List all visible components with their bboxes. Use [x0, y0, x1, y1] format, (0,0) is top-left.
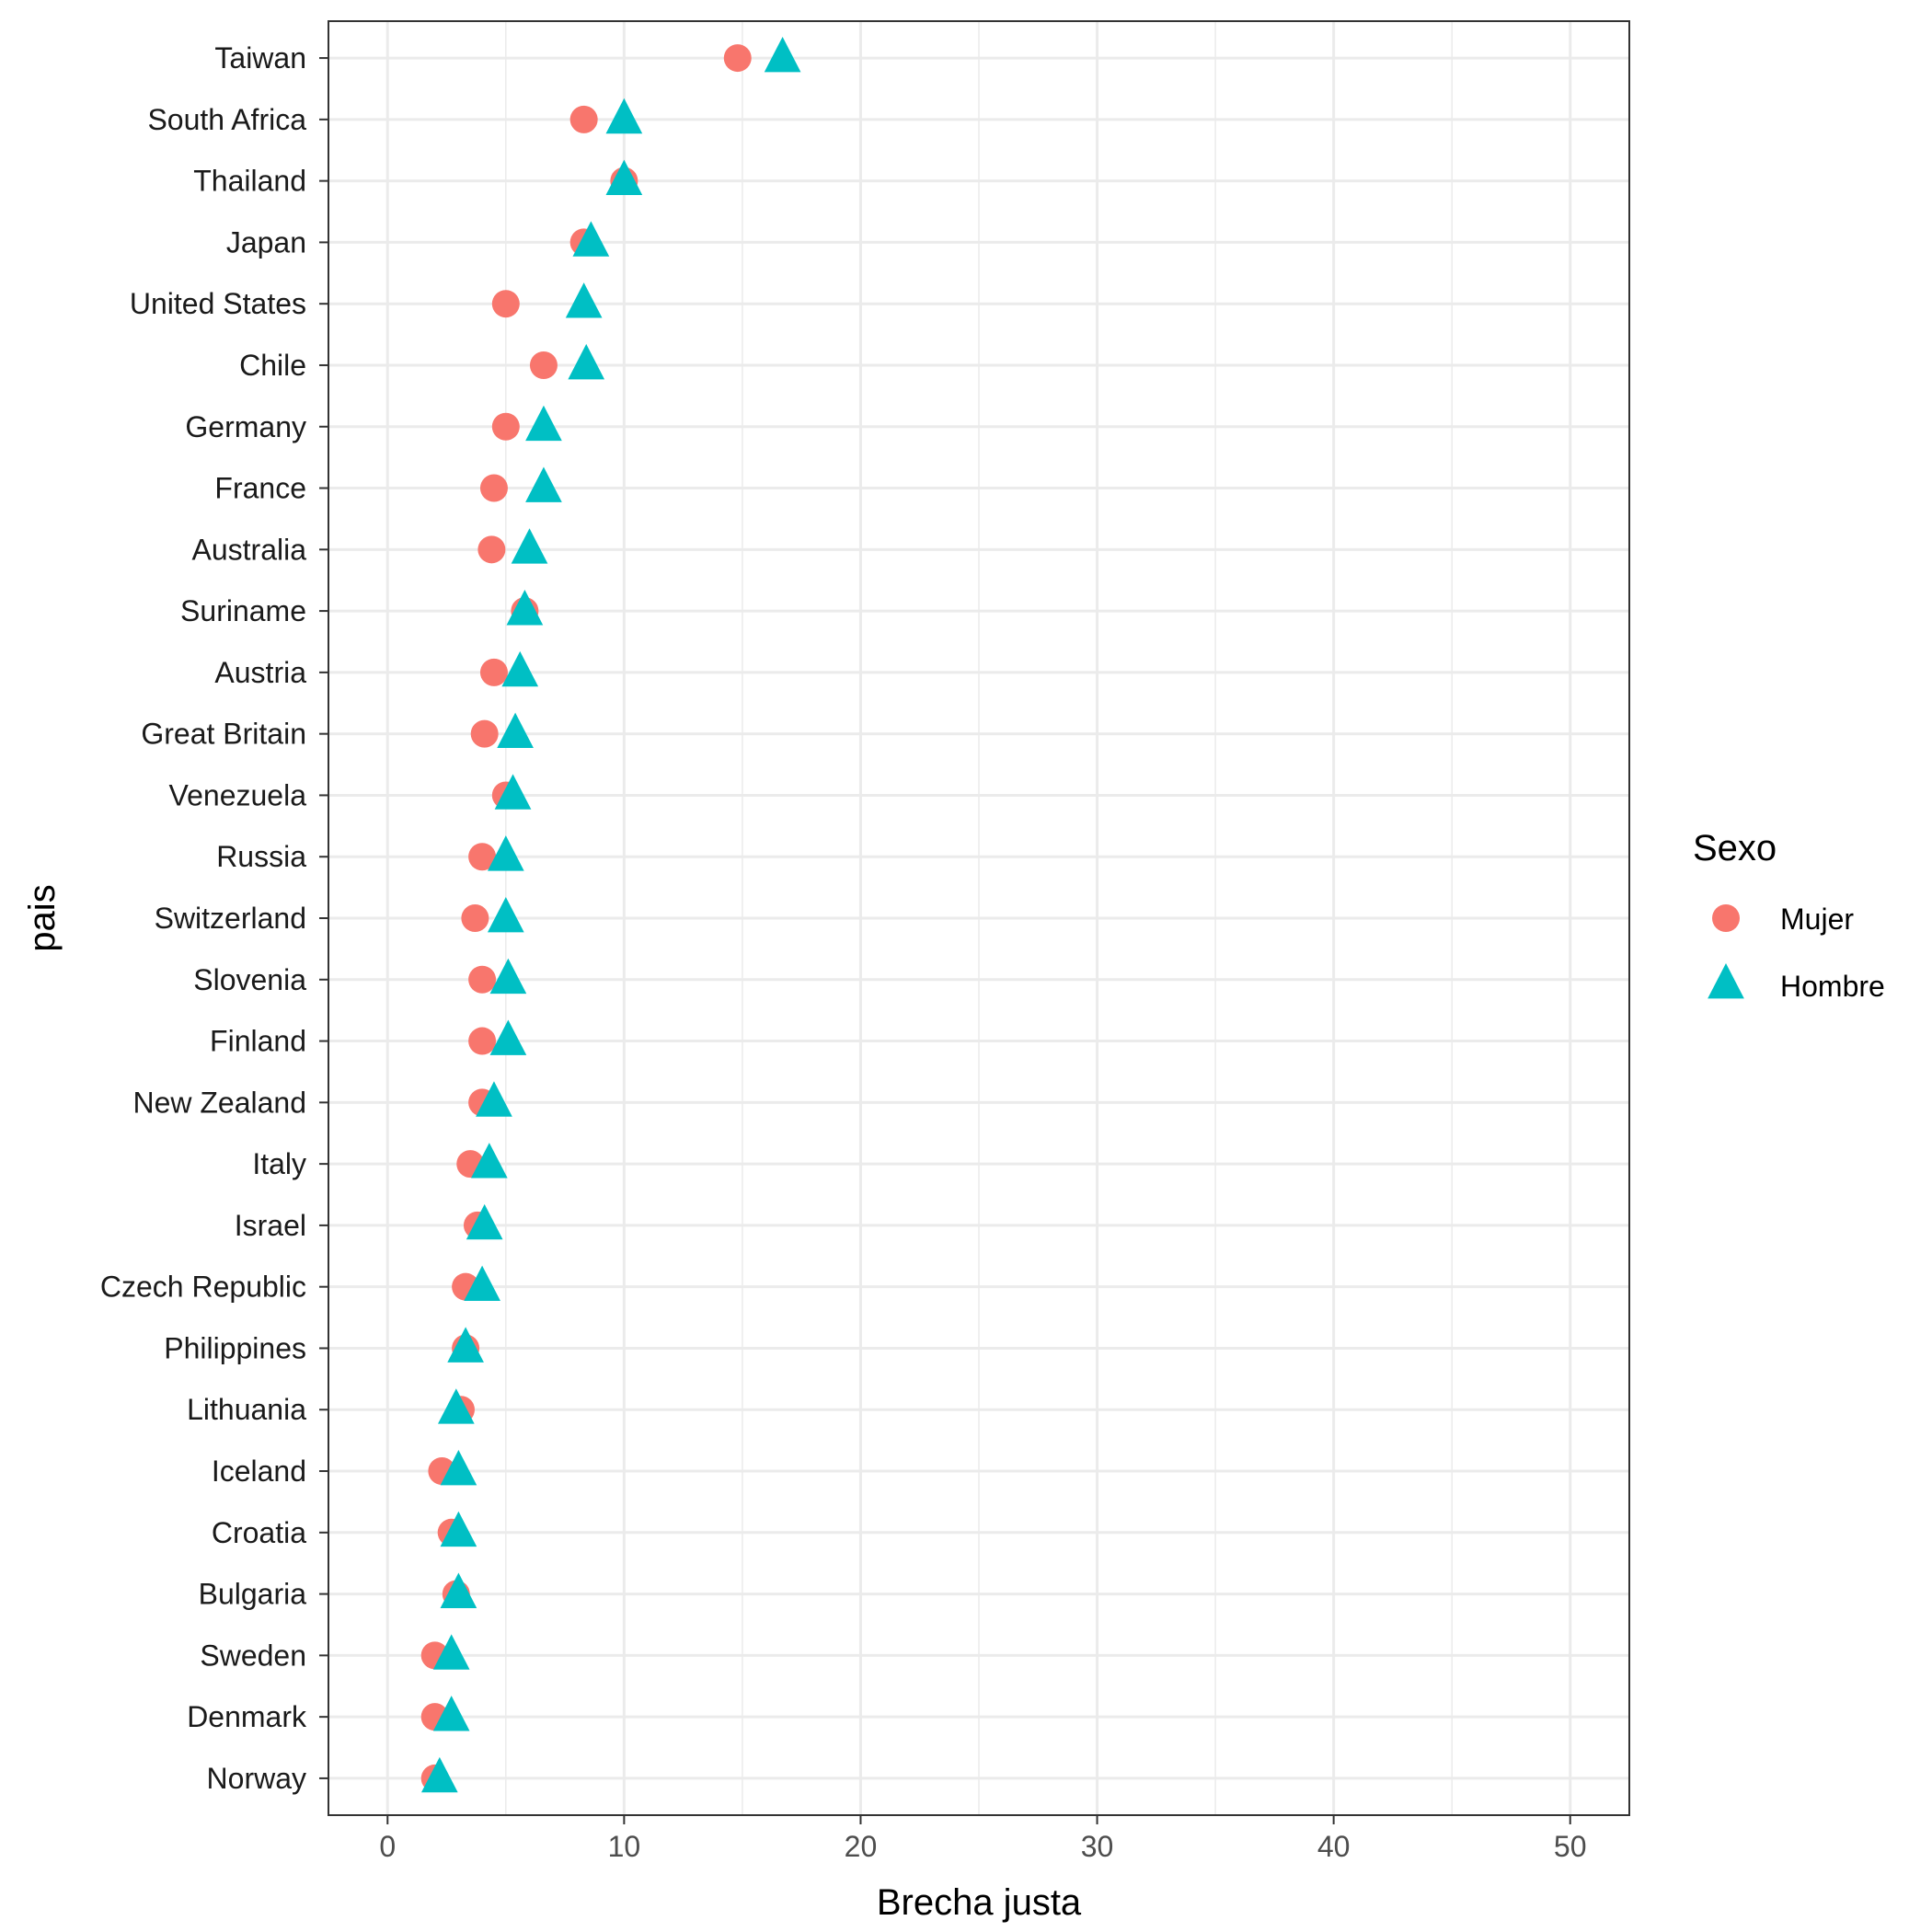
point-mujer — [479, 658, 508, 686]
y-tick-label: South Africa — [147, 103, 306, 136]
x-tick-label: 20 — [845, 1830, 878, 1863]
point-hombre — [447, 1327, 484, 1363]
y-tick-label: Japan — [226, 225, 306, 259]
x-axis: 0 10 20 30 40 50 — [379, 1815, 1587, 1863]
point-hombre — [420, 1756, 458, 1793]
x-axis-title: Brecha justa — [877, 1882, 1082, 1923]
point-mujer — [529, 351, 558, 379]
x-tick-label: 30 — [1081, 1830, 1114, 1863]
y-tick-label: Suriname — [180, 594, 306, 627]
point-hombre — [487, 896, 524, 933]
point-hombre — [466, 1203, 503, 1240]
point-hombre — [605, 98, 643, 134]
point-mujer — [479, 474, 508, 502]
legend-title: Sexo — [1693, 828, 1777, 868]
point-hombre — [565, 282, 603, 318]
point-mujer — [470, 719, 499, 748]
x-tick-label: 50 — [1554, 1830, 1587, 1863]
point-hombre — [764, 37, 801, 73]
y-tick-label: Germany — [185, 410, 306, 443]
y-tick-label: Iceland — [212, 1455, 306, 1488]
point-hombre — [497, 712, 534, 749]
point-mujer — [491, 412, 520, 441]
point-hombre — [432, 1634, 470, 1670]
y-tick-label: Israel — [235, 1209, 306, 1242]
point-hombre — [470, 1143, 508, 1179]
x-tick-label: 40 — [1317, 1830, 1351, 1863]
point-hombre — [440, 1511, 477, 1547]
y-tick-label: Philippines — [164, 1331, 306, 1364]
y-tick-label: Switzerland — [155, 902, 306, 935]
point-hombre — [437, 1388, 475, 1424]
legend-label-hombre: Hombre — [1780, 970, 1885, 1003]
y-tick-label: Norway — [207, 1762, 306, 1795]
point-mujer — [468, 1027, 497, 1055]
y-tick-label: Denmark — [187, 1700, 307, 1733]
point-hombre — [525, 405, 562, 442]
point-hombre — [432, 1696, 470, 1731]
legend-key-hombre — [1708, 962, 1744, 999]
point-hombre — [489, 958, 527, 995]
point-hombre — [501, 650, 539, 687]
point-hombre — [568, 343, 605, 380]
y-tick-label: Czech Republic — [100, 1271, 306, 1304]
y-tick-label: Chile — [239, 349, 306, 382]
point-mujer — [468, 965, 497, 994]
legend-label-mujer: Mujer — [1780, 903, 1854, 936]
y-tick-label: Finland — [210, 1025, 306, 1058]
x-tick-label: 0 — [379, 1830, 396, 1863]
point-hombre — [605, 159, 643, 195]
y-tick-label: Venezuela — [169, 778, 307, 811]
point-mujer — [723, 44, 752, 73]
y-tick-label: Austria — [214, 656, 306, 689]
point-hombre — [511, 528, 548, 564]
y-tick-label: Russia — [216, 840, 306, 873]
grid-major — [328, 21, 1629, 1815]
y-tick-label: Italy — [252, 1147, 306, 1180]
y-tick-label: Bulgaria — [199, 1578, 307, 1611]
point-hombre — [464, 1265, 500, 1302]
y-tick-label: Croatia — [212, 1516, 306, 1549]
y-tick-label: Lithuania — [187, 1393, 306, 1426]
point-mujer — [491, 290, 520, 318]
y-tick-label: Sweden — [200, 1639, 306, 1672]
x-tick-label: 10 — [608, 1830, 641, 1863]
y-axis: Taiwan South Africa Thailand Japan United St… — [100, 41, 328, 1795]
y-tick-label: Australia — [192, 533, 307, 566]
point-mujer — [477, 535, 506, 564]
point-mujer — [461, 904, 489, 932]
y-tick-label: Taiwan — [214, 41, 306, 75]
series-hombre — [420, 37, 801, 1793]
point-hombre — [440, 1572, 477, 1608]
y-axis-title: pais — [22, 884, 63, 951]
point-hombre — [489, 1019, 527, 1055]
legend-keys — [1708, 904, 1744, 999]
point-mujer — [569, 105, 598, 133]
point-hombre — [494, 774, 532, 810]
y-tick-label: New Zealand — [132, 1086, 306, 1119]
y-tick-label: Thailand — [193, 165, 306, 198]
legend-key-mujer — [1712, 904, 1740, 932]
y-tick-label: France — [214, 472, 306, 505]
point-hombre — [487, 835, 524, 871]
point-mujer — [468, 843, 497, 871]
point-hombre — [572, 221, 610, 257]
legend: Sexo Mujer Hombre — [1693, 828, 1885, 1003]
y-tick-label: United States — [130, 287, 306, 320]
point-hombre — [525, 466, 562, 502]
point-hombre — [440, 1449, 477, 1486]
point-hombre — [476, 1081, 512, 1117]
y-tick-label: Great Britain — [141, 718, 306, 751]
point-hombre — [506, 590, 544, 626]
y-tick-label: Slovenia — [193, 963, 306, 996]
